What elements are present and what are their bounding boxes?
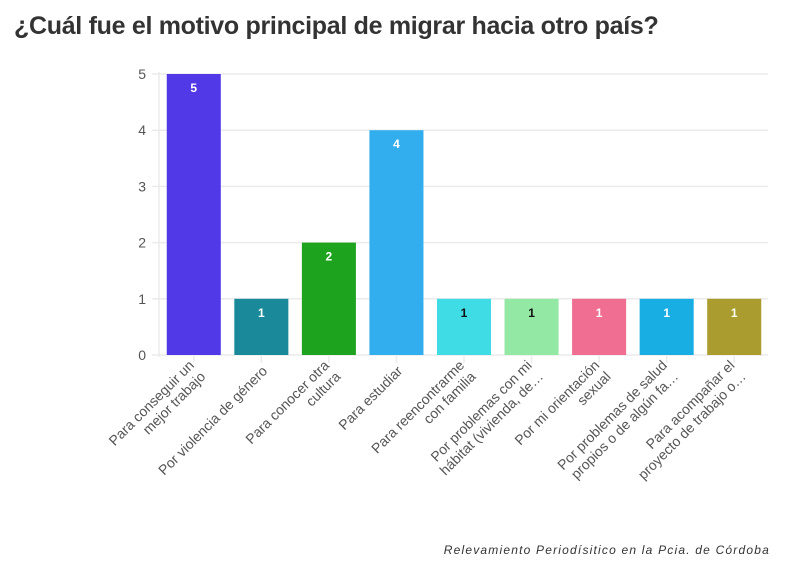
bar	[301, 242, 356, 355]
data-label: 1	[596, 306, 603, 320]
source-caption: Relevamiento Periodísitico en la Pcia. d…	[443, 543, 770, 557]
bar	[369, 130, 424, 355]
bar	[504, 298, 559, 355]
y-tick-label: 5	[138, 66, 146, 82]
y-tick-label: 2	[138, 235, 146, 251]
data-label: 1	[461, 306, 468, 320]
data-label: 2	[326, 250, 333, 264]
data-label: 4	[393, 137, 400, 151]
data-label: 5	[190, 81, 197, 95]
data-label: 1	[528, 306, 535, 320]
bar	[707, 298, 762, 355]
y-tick-label: 0	[138, 347, 146, 363]
y-tick-label: 3	[138, 178, 146, 194]
bar	[572, 298, 627, 355]
bars: 5 1 2 4 1 1 1 1 1	[166, 74, 762, 355]
bar	[436, 298, 492, 355]
bar	[639, 298, 694, 355]
y-axis-ticks: 0 1 2 3 4 5	[138, 66, 146, 363]
data-label: 1	[663, 306, 670, 320]
bar	[166, 74, 221, 355]
y-tick-label: 4	[138, 122, 146, 138]
bar	[234, 298, 289, 355]
data-label: 1	[258, 306, 265, 320]
data-label: 1	[731, 306, 738, 320]
y-tick-label: 1	[138, 291, 146, 307]
chart-title: ¿Cuál fue el motivo principal de migrar …	[14, 12, 659, 40]
